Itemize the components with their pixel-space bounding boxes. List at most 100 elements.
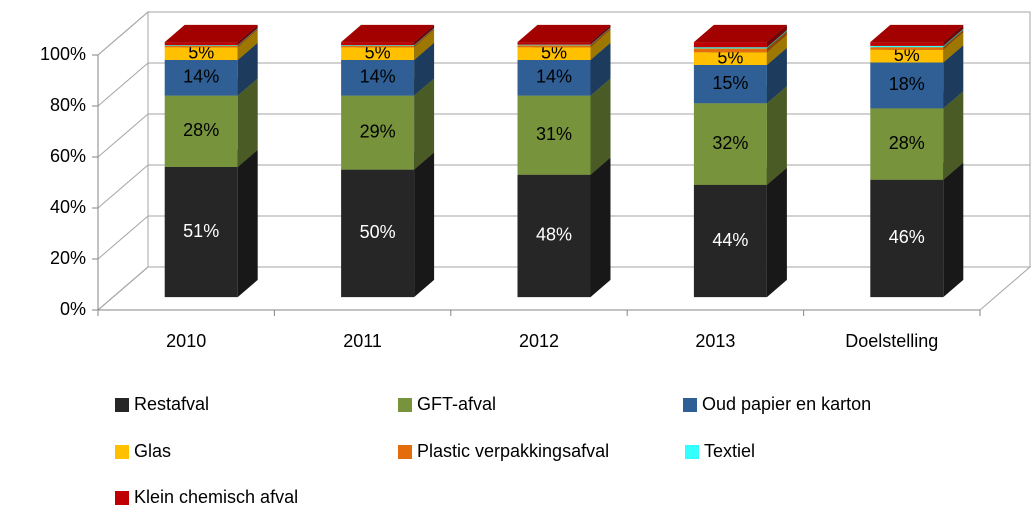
- bar-face: [414, 24, 435, 46]
- legend-swatch: [683, 398, 697, 412]
- y-tick-label: 100%: [40, 44, 86, 64]
- data-label: 51%: [183, 221, 219, 241]
- x-tick-label: 2011: [343, 331, 382, 351]
- bar-face: [943, 32, 964, 63]
- legend-swatch: [685, 445, 699, 459]
- bar-face: [341, 95, 415, 170]
- data-label: 18%: [889, 74, 925, 94]
- bar-face: [943, 28, 964, 48]
- y-tick-label: 20%: [50, 248, 86, 268]
- data-label: 14%: [360, 67, 396, 87]
- data-label: 44%: [712, 230, 748, 250]
- y-tick-label: 60%: [50, 146, 86, 166]
- bar-face: [164, 45, 238, 48]
- bar-face: [766, 24, 787, 48]
- bar-face: [237, 149, 258, 298]
- legend-label: Plastic verpakkingsafval: [417, 441, 609, 461]
- grid-line: [97, 11, 1030, 56]
- legend-swatch: [115, 491, 129, 505]
- bar-face: [517, 47, 591, 60]
- data-label: 50%: [360, 222, 396, 242]
- bar-face: [414, 28, 435, 48]
- bar-face: [766, 47, 787, 104]
- bar-face: [517, 174, 591, 298]
- legend-label: Oud papier en karton: [702, 394, 871, 414]
- data-label: 5%: [188, 42, 214, 62]
- bar-face: [766, 35, 787, 66]
- y-tick-label: 80%: [50, 95, 86, 115]
- data-label: 28%: [889, 133, 925, 153]
- bar-face: [693, 103, 767, 185]
- bar-face: [766, 167, 787, 298]
- bar-segment: [164, 24, 258, 46]
- bar-face: [164, 95, 238, 168]
- bar-face: [414, 152, 435, 298]
- data-label: 5%: [365, 42, 391, 62]
- bar-face: [870, 49, 944, 63]
- data-label: 15%: [712, 73, 748, 93]
- bar-face: [414, 30, 435, 60]
- bar-face: [693, 52, 767, 66]
- bar-face: [164, 45, 238, 46]
- bar-face: [693, 42, 767, 48]
- bar-face: [164, 59, 238, 96]
- x-tick-label: 2010: [166, 331, 206, 351]
- bar-face: [517, 59, 591, 96]
- bar-face: [517, 44, 591, 46]
- bar-face: [870, 24, 964, 43]
- bar-face: [414, 27, 435, 46]
- bar-face: [766, 86, 787, 185]
- bar-face: [164, 167, 238, 298]
- bar-face: [341, 169, 415, 298]
- legend-swatch: [115, 398, 129, 412]
- legend-swatch: [115, 445, 129, 459]
- data-label: 32%: [712, 133, 748, 153]
- bar-face: [590, 157, 611, 298]
- bar-face: [943, 91, 964, 180]
- y-tick-label: 40%: [50, 197, 86, 217]
- bar-face: [693, 65, 767, 104]
- data-label: 28%: [183, 120, 219, 140]
- bar-face: [341, 45, 415, 48]
- bar-face: [693, 47, 767, 49]
- bar-face: [870, 62, 944, 109]
- legend-label: Glas: [134, 441, 171, 461]
- bar-face: [341, 42, 415, 46]
- bar-face: [414, 42, 435, 96]
- bar-face: [943, 30, 964, 50]
- bar-face: [870, 42, 944, 46]
- side-wall: [97, 10, 149, 312]
- legend-label: GFT-afval: [417, 394, 496, 414]
- bar-segment: [870, 24, 964, 46]
- legend-swatch: [398, 445, 412, 459]
- legend-label: Restafval: [134, 394, 209, 414]
- bar-face: [693, 184, 767, 298]
- bar-face: [517, 42, 591, 45]
- bar-face: [870, 108, 944, 180]
- bar-face: [693, 24, 787, 43]
- bar-face: [237, 42, 258, 96]
- bar-face: [590, 24, 611, 45]
- bar-face: [766, 30, 787, 49]
- bar-face: [237, 28, 258, 48]
- bar-face: [341, 45, 415, 46]
- data-label: 29%: [360, 121, 396, 141]
- legend-swatch: [398, 398, 412, 412]
- bar-segment: [693, 24, 787, 48]
- bar-face: [237, 78, 258, 168]
- bar-face: [341, 24, 435, 43]
- bar-face: [870, 45, 944, 48]
- bar-face: [590, 28, 611, 48]
- bar-face: [943, 162, 964, 298]
- bar-face: [590, 78, 611, 175]
- bar-face: [766, 31, 787, 53]
- bar-face: [590, 27, 611, 46]
- bar-face: [341, 47, 415, 60]
- x-tick-label: 2012: [519, 331, 559, 351]
- data-label: 14%: [536, 67, 572, 87]
- bar-face: [870, 47, 944, 50]
- data-label: 5%: [541, 42, 567, 62]
- data-label: 48%: [536, 225, 572, 245]
- bar-face: [517, 45, 591, 48]
